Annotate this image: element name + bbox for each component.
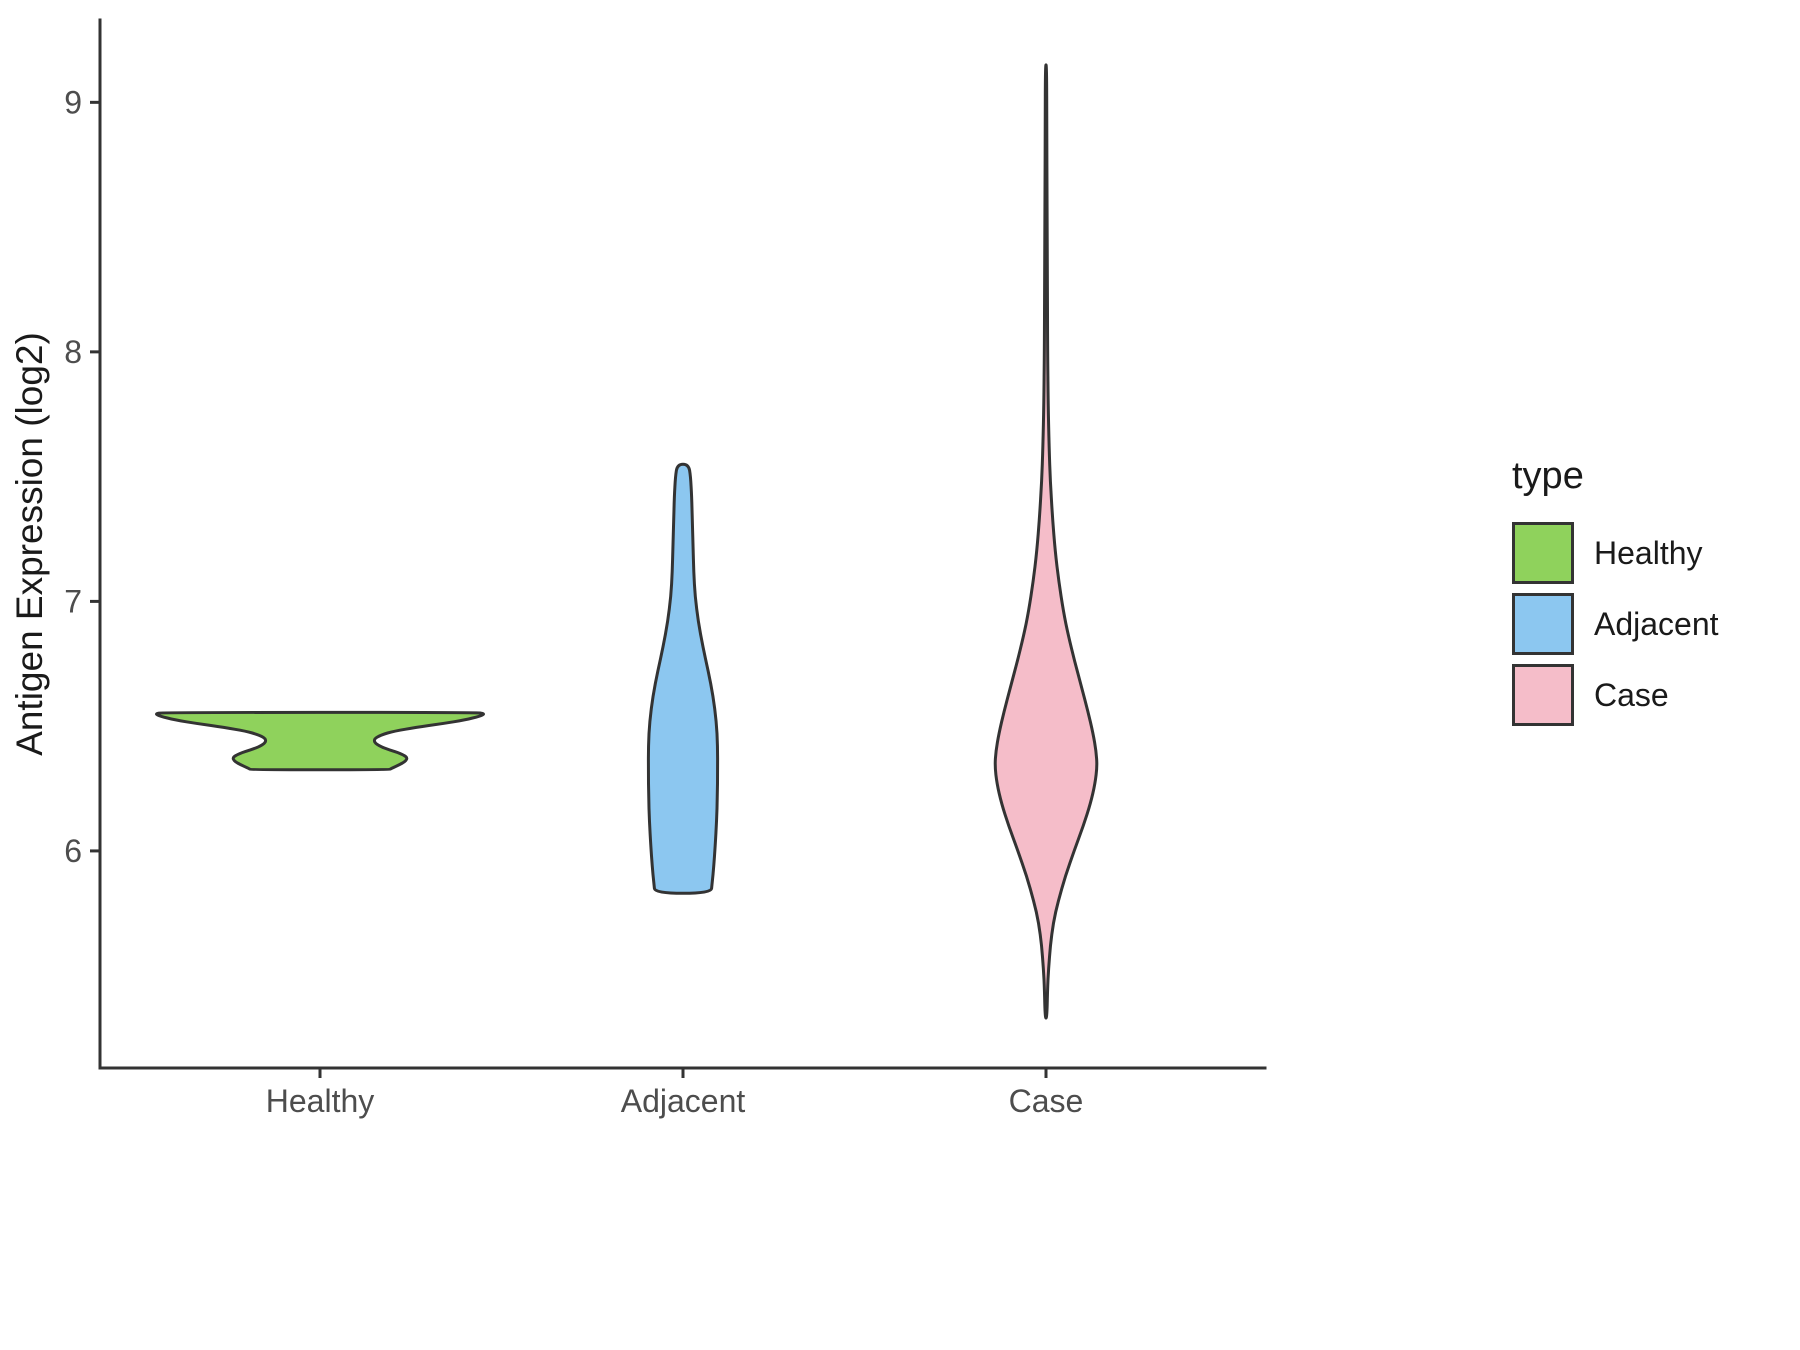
legend-entry-adjacent: Adjacent [1512,593,1719,655]
legend: type Healthy Adjacent Case [1512,455,1719,735]
legend-label-healthy: Healthy [1594,534,1703,571]
legend-key-healthy-swatch [1512,522,1574,584]
violin-adjacent [646,462,720,895]
y-tick-label-9: 9 [64,84,82,120]
violin-healthy [155,710,485,772]
x-category-label-case: Case [1009,1083,1084,1119]
violin-case [993,63,1099,1020]
legend-entry-healthy: Healthy [1512,522,1719,584]
legend-label-adjacent: Adjacent [1594,605,1719,642]
x-category-label-healthy: Healthy [266,1083,375,1119]
y-tick-label-7: 7 [64,583,82,619]
legend-title: type [1512,455,1584,497]
legend-entry-case: Case [1512,664,1719,726]
y-tick-label-8: 8 [64,334,82,370]
legend-label-case: Case [1594,676,1669,713]
legend-key-case-swatch [1512,664,1574,726]
axis-lines [98,18,1267,1070]
x-category-label-adjacent: Adjacent [621,1083,746,1119]
y-axis-title: Antigen Expression (log2) [9,332,50,756]
legend-key-adjacent-swatch [1512,593,1574,655]
y-tick-label-6: 6 [64,833,82,869]
